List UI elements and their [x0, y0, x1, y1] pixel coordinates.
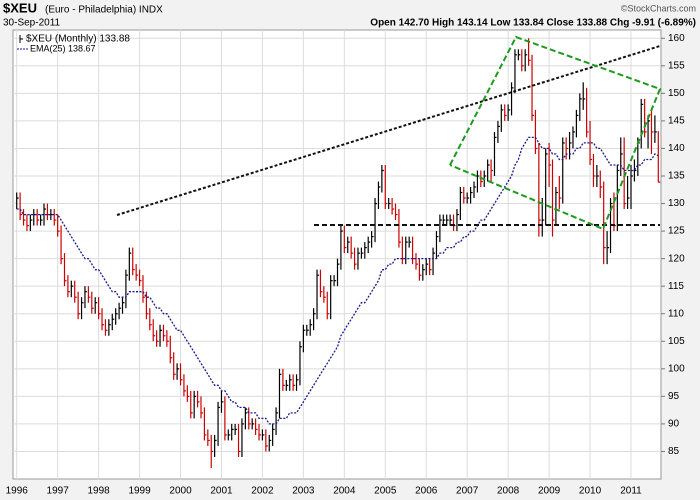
x-tick-label: 2004 [333, 486, 356, 497]
y-tick-label: 95 [668, 391, 680, 402]
x-tick-label: 1997 [47, 486, 70, 497]
y-tick-label: 90 [668, 419, 680, 430]
y-tick-label: 140 [668, 143, 685, 154]
x-tick-label: 2001 [210, 486, 233, 497]
x-tick-label: 2003 [292, 486, 315, 497]
y-tick-label: 130 [668, 198, 685, 209]
plot-area [12, 29, 662, 480]
trend-lines [116, 35, 662, 231]
x-tick-label: 2002 [251, 486, 274, 497]
y-tick-label: 135 [668, 171, 685, 182]
x-tick-label: 2000 [169, 486, 192, 497]
legend-label: $XEU (Monthly) 133.88 [26, 34, 130, 45]
channel [449, 35, 662, 231]
y-tick-label: 145 [668, 116, 685, 127]
x-tick-label: 2008 [497, 486, 520, 497]
x-tick-label: 2009 [538, 486, 561, 497]
x-tick-label: 1998 [87, 486, 110, 497]
y-tick-label: 110 [668, 308, 684, 319]
y-tick-label: 85 [668, 446, 680, 457]
legend: $XEU (Monthly) 133.88 EMA(25) 138.67 [17, 34, 130, 53]
y-tick-label: 160 [668, 33, 685, 44]
y-tick-label: 150 [668, 88, 685, 99]
x-tick-label: 2007 [456, 486, 479, 497]
date: 30-Sep-2011 [3, 18, 61, 29]
y-tick-label: 125 [668, 226, 685, 237]
x-tick-label: 2005 [374, 486, 397, 497]
y-tick-label: 155 [668, 60, 685, 71]
x-tick-label: 1999 [128, 486, 151, 497]
y-tick-label: 120 [668, 253, 685, 264]
x-tick-label: 1996 [6, 486, 29, 497]
y-tick-label: 115 [668, 281, 684, 292]
chart-subtitle: (Euro - Philadelphia) INDX [45, 5, 163, 16]
legend-label: EMA(25) 138.67 [30, 43, 96, 53]
y-tick-label: 100 [668, 363, 685, 374]
chart-title: $XEU [3, 0, 37, 15]
quote: Open 142.70 High 143.14 Low 133.84 Close… [370, 18, 696, 29]
watermark: ©StockCharts.com [621, 3, 696, 13]
marks [16, 38, 661, 468]
x-tick-label: 2011 [620, 486, 642, 497]
y-tick-label: 105 [668, 336, 685, 347]
x-tick-label: 2010 [579, 486, 602, 497]
x-tick-label: 2006 [415, 486, 438, 497]
